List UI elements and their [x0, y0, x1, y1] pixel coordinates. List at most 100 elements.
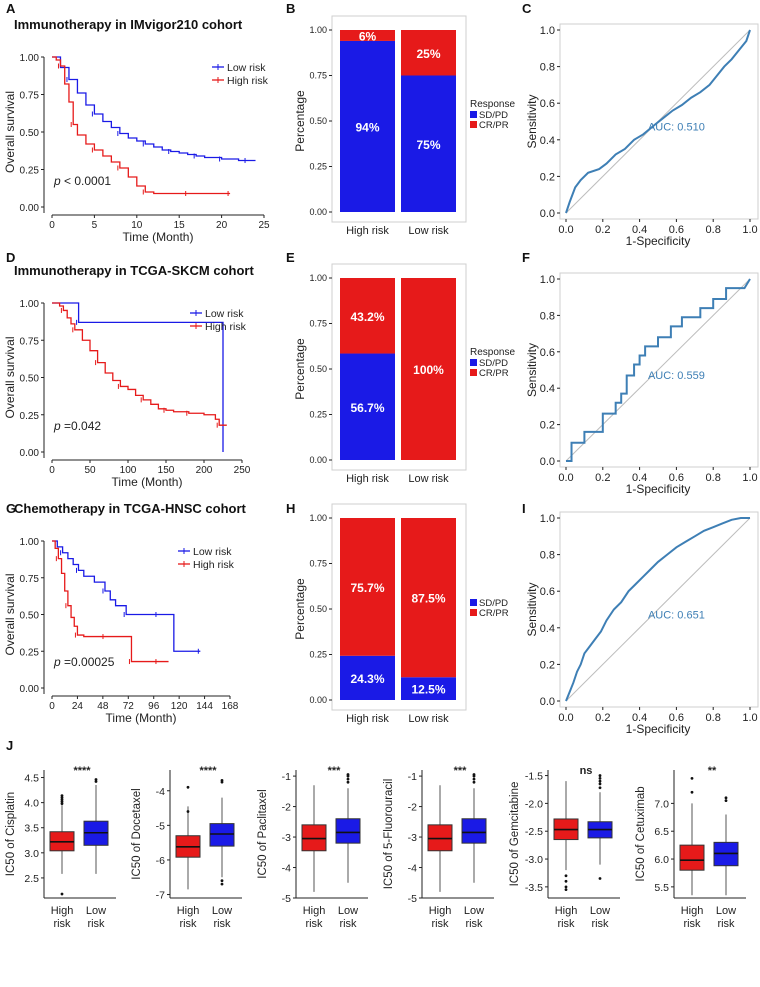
x-tick-label: 168 — [222, 701, 239, 712]
p-label: p — [53, 174, 61, 188]
y-tick-label: -5 — [408, 893, 417, 905]
y-tick-label: 5.5 — [654, 882, 669, 894]
x-tick-line: High — [51, 905, 74, 917]
roc-curve — [565, 517, 750, 702]
y-tick-label: 0.50 — [20, 374, 40, 385]
y-tick-label: 0.0 — [540, 696, 555, 708]
outlier-point — [690, 790, 694, 794]
x-tick-line: risk — [431, 918, 449, 930]
legend-label: CR/PR — [479, 120, 509, 131]
y-tick-label: -3.5 — [525, 882, 543, 894]
y-tick-label: -3.0 — [525, 854, 543, 866]
significance-label: *** — [454, 765, 468, 777]
x-tick-label: 0 — [49, 465, 55, 476]
panel-frame — [331, 15, 467, 223]
km-title: Immunotherapy in TCGA-SKCM cohort — [14, 263, 254, 278]
x-tick-label: 48 — [97, 701, 109, 712]
outlier-point — [472, 777, 476, 781]
bar-data-label: 12.5% — [411, 683, 445, 697]
x-tick-label: 96 — [148, 701, 160, 712]
outlier-point — [598, 877, 602, 880]
x-tick-label: 1.0 — [742, 224, 757, 236]
x-tick-label: 15 — [174, 220, 186, 231]
x-tick-label: 5 — [92, 220, 98, 231]
x-tick-line: Low — [86, 905, 106, 917]
legend-title: Response — [470, 347, 515, 358]
y-tick-label: 0.25 — [309, 162, 327, 172]
x-tick-line: risk — [305, 918, 323, 930]
km-curve-low-risk — [52, 56, 256, 162]
legend-label: SD/PD — [479, 358, 508, 369]
outlier-point — [564, 885, 568, 889]
y-tick-label: -4 — [408, 863, 417, 875]
panel-letter-J: J — [6, 738, 13, 753]
y-tick-label: -2 — [282, 802, 291, 814]
y-axis-label: IC50 of Paclitaxel — [257, 789, 269, 879]
x-tick-line: High — [303, 905, 326, 917]
x-tick-label: 0.6 — [669, 712, 684, 724]
y-tick-label: 0.0 — [540, 456, 555, 468]
bar-cr-pr — [401, 518, 456, 678]
y-tick-label: 4.5 — [24, 773, 39, 785]
y-tick-label: 0.25 — [309, 650, 327, 660]
x-axis-label: 1-Specificity — [626, 482, 691, 496]
significance-label: **** — [199, 765, 217, 777]
y-tick-label: 0.00 — [20, 448, 40, 459]
y-tick-label: 1.00 — [309, 513, 327, 523]
km-curve-high-risk — [52, 540, 169, 663]
y-tick-label: 1.00 — [20, 299, 40, 310]
y-tick-label: -4 — [282, 863, 291, 875]
x-tick-line: risk — [179, 918, 197, 930]
x-tick-label: High risk — [177, 905, 200, 930]
y-tick-label: 0.4 — [540, 383, 555, 395]
y-tick-label: -2 — [408, 802, 417, 814]
outlier-point — [598, 779, 602, 783]
x-tick-label: 0.0 — [558, 472, 573, 484]
auc-label: AUC: 0.559 — [648, 370, 705, 382]
panel-frame — [559, 272, 759, 468]
x-tick-label: High risk — [346, 225, 389, 237]
x-tick-label: 20 — [216, 220, 228, 231]
outlier-point — [346, 773, 350, 776]
x-tick-label: Low risk — [408, 473, 449, 485]
y-tick-label: 1.00 — [20, 537, 40, 548]
x-tick-line: risk — [339, 918, 357, 930]
y-tick-label: 0.75 — [309, 319, 327, 329]
outlier-point — [346, 777, 350, 781]
x-tick-label: 0.6 — [669, 472, 684, 484]
y-tick-label: 0.00 — [309, 455, 327, 465]
x-tick-line: Low — [212, 905, 232, 917]
bar-data-label: 43.2% — [350, 310, 384, 324]
x-tick-line: risk — [557, 918, 575, 930]
outlier-point — [598, 774, 602, 777]
x-tick-label: High risk — [555, 905, 578, 930]
x-axis-label: Time (Month) — [112, 475, 183, 489]
y-tick-label: 0.75 — [309, 559, 327, 569]
panel-letter-D: D — [6, 250, 15, 265]
panel-letter-E: E — [286, 250, 295, 265]
p-value: p =0.042 — [53, 419, 101, 433]
outlier-point — [60, 800, 64, 804]
box — [461, 818, 487, 844]
x-tick-line: risk — [213, 918, 231, 930]
legend-swatch — [470, 599, 477, 606]
y-tick-label: 0.75 — [309, 71, 327, 81]
bar-data-label: 94% — [355, 120, 379, 134]
y-axis-label: IC50 of Cetuximab — [635, 786, 647, 881]
outlier-point — [60, 892, 64, 896]
x-tick-label: Low risk — [590, 905, 610, 930]
bar-sd-pd — [401, 677, 456, 700]
y-tick-label: 1.00 — [20, 53, 40, 64]
y-tick-label: 0.25 — [20, 166, 40, 177]
y-axis-label: Percentage — [293, 578, 307, 640]
y-tick-label: 0.50 — [20, 611, 40, 622]
y-tick-label: 0.00 — [309, 207, 327, 217]
y-tick-label: 0.00 — [20, 203, 40, 214]
legend-label: Low risk — [193, 546, 232, 558]
y-axis-label: Overall survival — [3, 336, 17, 418]
x-tick-line: risk — [53, 918, 71, 930]
y-tick-label: 0.50 — [309, 116, 327, 126]
y-tick-label: 0.6 — [540, 586, 555, 598]
y-tick-label: 0.75 — [20, 574, 40, 585]
diagonal-reference — [565, 517, 751, 702]
